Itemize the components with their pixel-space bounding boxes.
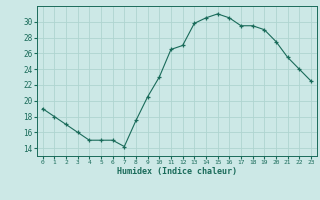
- X-axis label: Humidex (Indice chaleur): Humidex (Indice chaleur): [117, 167, 237, 176]
